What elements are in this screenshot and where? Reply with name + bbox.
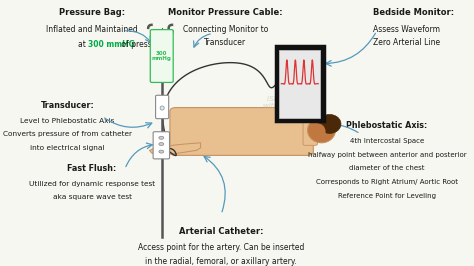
- Circle shape: [159, 136, 164, 139]
- Text: ISEEU NURSE
with sarah silva: ISEEU NURSE with sarah silva: [263, 96, 318, 109]
- Text: diameter of the chest: diameter of the chest: [349, 165, 425, 171]
- Circle shape: [159, 150, 164, 153]
- Text: Monitor Pressure Cable:: Monitor Pressure Cable:: [168, 8, 283, 17]
- Text: Assess Waveform: Assess Waveform: [373, 24, 440, 34]
- Text: into electrical signal: into electrical signal: [30, 145, 105, 151]
- FancyBboxPatch shape: [170, 107, 313, 155]
- Text: Converts pressure of from catheter: Converts pressure of from catheter: [3, 131, 132, 138]
- Text: Transducer: Transducer: [204, 38, 246, 47]
- Text: halfway point between anterior and posterior: halfway point between anterior and poste…: [308, 152, 466, 157]
- Text: in the radial, femoral, or axillary artery.: in the radial, femoral, or axillary arte…: [146, 257, 297, 266]
- Ellipse shape: [309, 123, 326, 140]
- Text: Zero Arterial Line: Zero Arterial Line: [373, 38, 440, 47]
- Text: Corresponds to Right Atrium/ Aortic Root: Corresponds to Right Atrium/ Aortic Root: [316, 179, 458, 185]
- Ellipse shape: [160, 106, 164, 110]
- Text: of pressure: of pressure: [118, 40, 164, 49]
- FancyBboxPatch shape: [303, 121, 318, 145]
- Text: Reference Point for Leveling: Reference Point for Leveling: [338, 193, 436, 199]
- Ellipse shape: [319, 114, 341, 133]
- Text: aka square wave test: aka square wave test: [53, 194, 132, 200]
- FancyBboxPatch shape: [153, 132, 170, 159]
- Text: Access point for the artery. Can be inserted: Access point for the artery. Can be inse…: [138, 243, 304, 252]
- Polygon shape: [149, 148, 168, 156]
- Text: Inflated and Maintained: Inflated and Maintained: [46, 24, 138, 34]
- Text: Pressure Bag:: Pressure Bag:: [59, 8, 125, 17]
- Bar: [276, 46, 324, 121]
- Text: Utilized for dynamic response test: Utilized for dynamic response test: [29, 181, 155, 186]
- Text: at: at: [78, 40, 88, 49]
- Text: Connecting Monitor to: Connecting Monitor to: [182, 24, 268, 34]
- Text: Level to Phlebostatic Axis: Level to Phlebostatic Axis: [20, 118, 115, 124]
- Text: 300 mmHG: 300 mmHG: [88, 40, 135, 49]
- Text: 4th Intercostal Space: 4th Intercostal Space: [350, 138, 424, 144]
- FancyBboxPatch shape: [155, 95, 169, 119]
- Text: Phlebostatic Axis:: Phlebostatic Axis:: [346, 121, 428, 130]
- Text: Fast Flush:: Fast Flush:: [67, 164, 117, 173]
- FancyBboxPatch shape: [150, 30, 173, 82]
- Bar: [279, 50, 320, 118]
- Polygon shape: [164, 143, 201, 154]
- Circle shape: [159, 143, 164, 146]
- Text: Bedside Monitor:: Bedside Monitor:: [373, 8, 454, 17]
- Ellipse shape: [308, 118, 336, 143]
- Text: Arterial Catheter:: Arterial Catheter:: [179, 227, 264, 236]
- Text: 300
mmHg: 300 mmHg: [152, 51, 172, 61]
- Text: Transducer:: Transducer:: [41, 101, 94, 110]
